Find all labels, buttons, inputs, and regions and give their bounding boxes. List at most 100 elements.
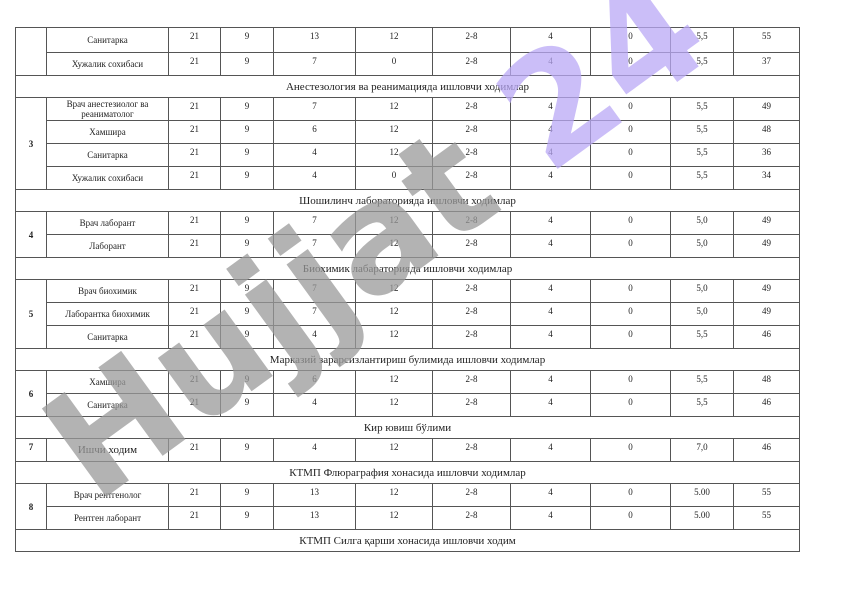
value-cell: 5,5: [670, 166, 734, 190]
value-cell: 4: [273, 143, 356, 167]
position-name: Санитарка: [46, 393, 169, 417]
section-title: Марказий зарарсизлантириш булимида ишлов…: [15, 348, 800, 371]
value-cell: 9: [220, 27, 274, 53]
value-cell: 21: [168, 211, 221, 235]
table-row: Санитарка 21 9 13 12 2-8 4 0 5,5 55: [15, 27, 800, 76]
section-title: Кир ювиш бўлими: [15, 416, 800, 439]
value-cell: 34: [733, 166, 800, 190]
position-name: Хужалик сохибаси: [46, 166, 169, 190]
value-cell: 13: [273, 506, 356, 530]
value-cell: 2-8: [432, 27, 511, 53]
value-cell: 4: [510, 211, 591, 235]
value-cell: 21: [168, 120, 221, 144]
value-cell: 0: [590, 52, 671, 76]
section-header-row: Шошилинч лабораторияда ишловчи ходимлар: [15, 189, 800, 212]
value-cell: 5,5: [670, 143, 734, 167]
position-name: Врач анестезиолог ва реаниматолог: [46, 97, 169, 121]
table-row: Санитарка 21 9 4 12 2-8 4 0 5,5 36: [16, 143, 800, 167]
row-index: 7: [15, 438, 47, 462]
value-cell: 0: [590, 120, 671, 144]
value-cell: 5,5: [670, 393, 734, 417]
position-name: Врач биохимик: [46, 279, 169, 303]
section-header-row: КТМП Силга қарши хонасида ишловчи ходим: [15, 529, 800, 552]
value-cell: 7: [273, 279, 356, 303]
value-cell: 4: [510, 97, 591, 121]
value-cell: 46: [733, 438, 800, 462]
value-cell: 49: [733, 234, 800, 258]
value-cell: 9: [220, 143, 274, 167]
value-cell: 9: [220, 438, 274, 462]
value-cell: 9: [220, 506, 274, 530]
section-header-row: Марказий зарарсизлантириш булимида ишлов…: [15, 348, 800, 371]
value-cell: 4: [510, 506, 591, 530]
value-cell: 2-8: [432, 97, 511, 121]
value-cell: 5,5: [670, 120, 734, 144]
staff-schedule-table: Санитарка 21 9 13 12 2-8 4 0 5,5 55 Хужалик сохиба…: [15, 27, 800, 552]
value-cell: 21: [168, 483, 221, 507]
row-index: 8: [15, 483, 47, 530]
value-cell: 2-8: [432, 483, 511, 507]
section-header-row: Анестезология ва реанимацияда ишловчи хо…: [15, 75, 800, 98]
value-cell: 21: [168, 506, 221, 530]
value-cell: 7: [273, 52, 356, 76]
value-cell: 9: [220, 302, 274, 326]
value-cell: 55: [733, 27, 800, 53]
value-cell: 7: [273, 211, 356, 235]
value-cell: 9: [220, 279, 274, 303]
section-title: КТМП Силга қарши хонасида ишловчи ходим: [15, 529, 800, 552]
value-cell: 2-8: [432, 506, 511, 530]
value-cell: 2-8: [432, 211, 511, 235]
value-cell: 2-8: [432, 52, 511, 76]
value-cell: 4: [510, 279, 591, 303]
value-cell: 55: [733, 506, 800, 530]
value-cell: 5.00: [670, 506, 734, 530]
value-cell: 2-8: [432, 370, 511, 394]
position-name: Лаборант: [46, 234, 169, 258]
value-cell: 0: [590, 27, 671, 53]
value-cell: 49: [733, 279, 800, 303]
position-name: Санитарка: [46, 325, 169, 349]
value-cell: 0: [355, 166, 433, 190]
value-cell: 12: [355, 483, 433, 507]
value-cell: 0: [590, 166, 671, 190]
value-cell: 6: [273, 370, 356, 394]
value-cell: 49: [733, 97, 800, 121]
value-cell: 12: [355, 234, 433, 258]
table-row: 3 Врач анестезиолог ва реаниматолог 21 9 7 12…: [15, 97, 800, 190]
value-cell: 21: [168, 143, 221, 167]
value-cell: 0: [590, 143, 671, 167]
value-cell: 4: [273, 393, 356, 417]
value-cell: 12: [355, 325, 433, 349]
value-cell: 7: [273, 234, 356, 258]
row-index: 3: [15, 97, 47, 190]
value-cell: 46: [733, 393, 800, 417]
value-cell: 7: [273, 302, 356, 326]
table-row: Лаборантка биохимик 21 9 7 12 2-8 4 0 5,0 49: [16, 302, 800, 326]
value-cell: 7,0: [670, 438, 734, 462]
value-cell: 21: [168, 370, 221, 394]
value-cell: 4: [273, 325, 356, 349]
value-cell: 4: [510, 370, 591, 394]
position-name: Хужалик сохибаси: [46, 52, 169, 76]
value-cell: 2-8: [432, 438, 511, 462]
value-cell: 0: [355, 52, 433, 76]
value-cell: 0: [590, 302, 671, 326]
value-cell: 4: [510, 234, 591, 258]
value-cell: 2-8: [432, 302, 511, 326]
position-name: Врач рентгенолог: [46, 483, 169, 507]
value-cell: 4: [510, 52, 591, 76]
value-cell: 9: [220, 483, 274, 507]
value-cell: 21: [168, 166, 221, 190]
value-cell: 21: [168, 52, 221, 76]
value-cell: 21: [168, 302, 221, 326]
value-cell: 4: [510, 27, 591, 53]
table-row: Лаборант 21 9 7 12 2-8 4 0 5,0 49: [16, 234, 800, 258]
value-cell: 12: [355, 143, 433, 167]
value-cell: 46: [733, 325, 800, 349]
value-cell: 4: [273, 166, 356, 190]
table-row: 4 Врач лаборант 21 9 7 12 2-8 4 0 5,0 49: [15, 211, 800, 258]
value-cell: 0: [590, 370, 671, 394]
value-cell: 9: [220, 52, 274, 76]
value-cell: 6: [273, 120, 356, 144]
value-cell: 0: [590, 438, 671, 462]
